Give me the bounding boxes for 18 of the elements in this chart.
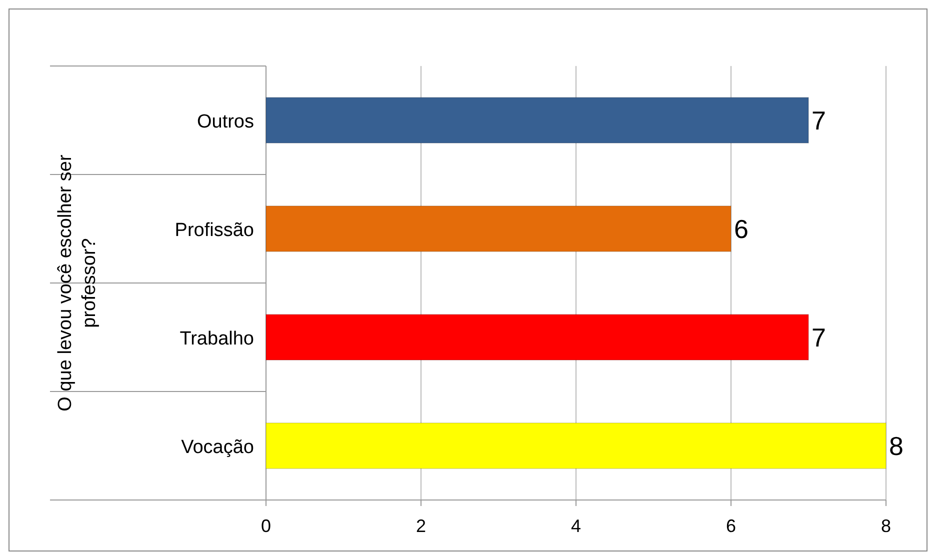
x-tick-label: 8 <box>880 516 892 536</box>
y-axis-title: O que levou você escolher ser professor? <box>55 154 100 412</box>
x-tick-label: 4 <box>570 516 582 536</box>
x-tick-label: 6 <box>726 516 736 536</box>
y-tick-label: Trabalho <box>180 328 254 350</box>
x-tick-label: 2 <box>416 516 426 536</box>
data-label: 6 <box>734 214 748 244</box>
y-tick-label: Vocação <box>181 436 254 458</box>
y-tick-label: Outros <box>196 111 254 132</box>
data-label: 7 <box>812 322 826 352</box>
y-tick-label: Profissão <box>174 220 254 241</box>
bar <box>266 205 732 252</box>
bar <box>266 422 886 470</box>
data-label: 8 <box>889 430 904 461</box>
bar <box>266 314 809 361</box>
bar <box>266 96 809 144</box>
x-tick-label: 0 <box>260 516 272 536</box>
data-label: 7 <box>812 105 826 136</box>
